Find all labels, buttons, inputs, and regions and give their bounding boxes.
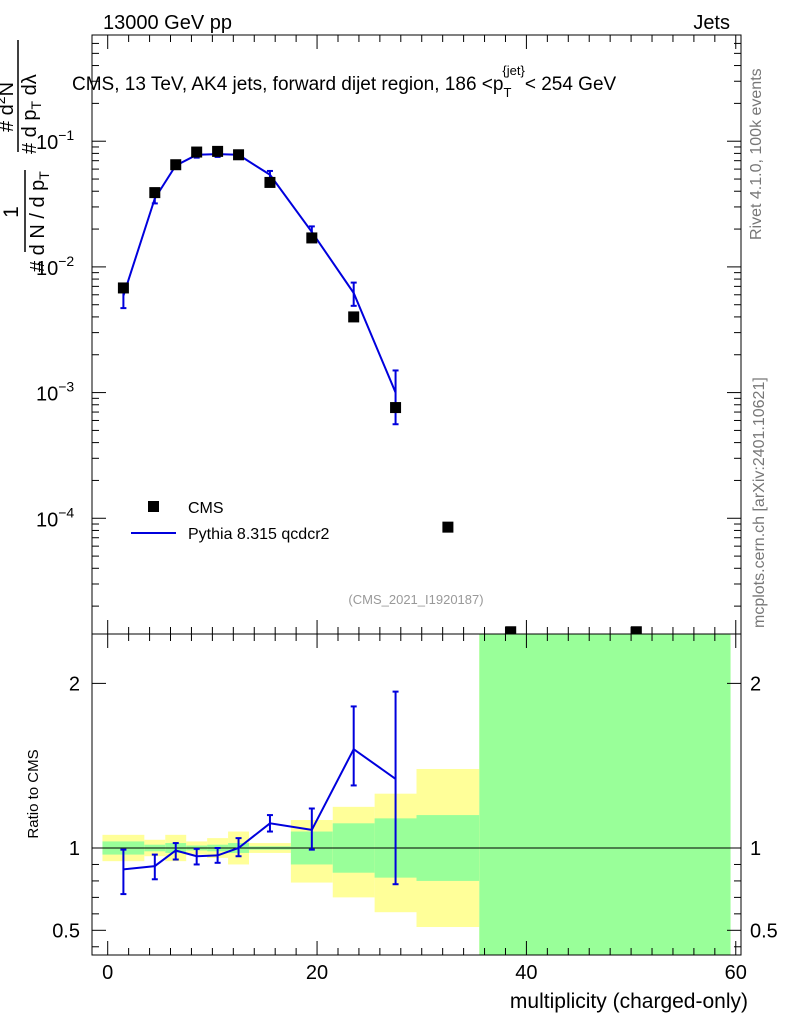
- main-title-sup: {jet}: [502, 63, 525, 78]
- cms-data-point: [233, 149, 245, 161]
- mc-line: [122, 153, 397, 393]
- ratio-ytick-label-left: 1: [69, 838, 80, 860]
- main-panel: 10−1 10−2 10−3 10−4 CMS, 13 TeV, AK4 jets, …: [0, 34, 742, 638]
- ylabel-numerator: 1: [0, 206, 23, 218]
- ratio-band-green: [479, 634, 731, 955]
- main-title-prefix: CMS, 13 TeV, AK4 jets, forward dijet reg…: [72, 74, 503, 95]
- cms-data-point: [348, 311, 360, 323]
- cms-data-point: [191, 146, 203, 158]
- legend-cms-marker: [148, 501, 159, 512]
- ylabel-denominator: # d N / d pT: [27, 171, 52, 272]
- ratio-xlabel: multiplicity (charged-only): [510, 990, 748, 1013]
- ratio-series: [120, 690, 399, 896]
- legend-cms-label: CMS: [188, 500, 224, 517]
- ratio-panel: 0 20 40 600.5 0.51 12 2 Ratio to CMS multiplic…: [25, 633, 778, 1013]
- main-frame: [91, 34, 742, 635]
- cms-data-point: [149, 187, 161, 199]
- ratio-xtick-label: 20: [306, 962, 328, 984]
- ratio-ticks: [92, 634, 741, 955]
- cms-data-point: [170, 159, 182, 171]
- main-ytick-labels: 10−1 10−2 10−3 10−4: [36, 127, 74, 531]
- main-ytick-label: 10−2: [36, 253, 74, 280]
- ratio-ytick-label-left: 0.5: [52, 920, 80, 942]
- ratio-ylabel: Ratio to CMS: [25, 749, 42, 838]
- rivet-version-label: Rivet 4.1.0, 100k events: [748, 68, 765, 240]
- legend-pythia-label: Pythia 8.315 qcdcr2: [188, 526, 330, 543]
- ylabel-numerator2: # d2N: [0, 82, 18, 132]
- legend: CMS Pythia 8.315 qcdcr2: [131, 500, 330, 543]
- main-title-suffix: < 254 GeV: [525, 74, 617, 95]
- cms-data-point: [117, 282, 129, 294]
- ratio-ytick-label-right: 0.5: [750, 920, 778, 942]
- cms-data-point: [630, 626, 642, 638]
- energy-label: 13000 GeV pp: [103, 12, 232, 34]
- ratio-ytick-label-right: 2: [750, 673, 761, 695]
- main-title-sub: T: [503, 85, 511, 100]
- main-ytick-label: 10−1: [36, 127, 74, 154]
- ratio-ytick-label-left: 2: [69, 673, 80, 695]
- analysis-tag: (CMS_2021_I1920187): [348, 592, 483, 607]
- cms-data-point: [442, 521, 454, 533]
- ratio-xtick-label: 60: [725, 962, 747, 984]
- cms-data-point: [390, 402, 402, 414]
- cms-data-point: [212, 145, 224, 157]
- ratio-tick-labels: 0 20 40 600.5 0.51 12 2: [52, 673, 778, 984]
- ratio-ytick-label-right: 1: [750, 838, 761, 860]
- ratio-xtick-label: 40: [515, 962, 537, 984]
- main-ylabel: 1 # d N / d pT # d2N # d pT dλ: [0, 40, 52, 272]
- ratio-frame: [91, 633, 742, 956]
- main-title: CMS, 13 TeV, AK4 jets, forward dijet reg…: [72, 63, 617, 100]
- ratio-xtick-label: 0: [102, 962, 113, 984]
- cms-data-point: [264, 176, 276, 188]
- main-ticks: [92, 35, 741, 634]
- category-label: Jets: [693, 12, 730, 34]
- main-ytick-label: 10−3: [36, 379, 74, 406]
- ratio-bands: [102, 634, 731, 955]
- ratio-mc-line: [123, 747, 397, 871]
- main-series: [117, 145, 642, 638]
- cms-data-point: [505, 626, 517, 638]
- mcplots-label: mcplots.cern.ch [arXiv:2401.10621]: [751, 377, 768, 628]
- ylabel-denominator2: # d pT dλ: [19, 74, 44, 154]
- cms-data-point: [306, 232, 318, 244]
- main-ytick-label: 10−4: [36, 504, 74, 531]
